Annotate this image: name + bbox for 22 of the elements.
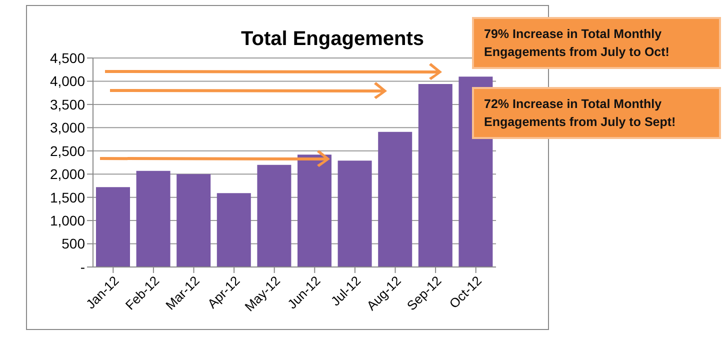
bar [338,160,372,267]
y-tick-label: 3,000 [50,120,86,136]
y-tick-label: 2,500 [50,142,86,159]
y-tick-label: 4,500 [50,50,86,66]
bar [216,193,251,267]
y-tick-label: 4,000 [50,73,86,90]
y-tick-label: 500 [62,236,86,252]
annotation: 79% Increase in Total Monthly Engagements from July to Oct! [484,26,670,61]
bar [96,187,130,267]
bar [176,174,211,267]
y-tick-label: 2,000 [50,166,86,182]
bar [257,164,292,267]
y-tick-label: 3,500 [50,96,86,112]
y-tick-label: - [80,258,86,275]
annotation: 72% Increase in Total Monthly Engagements from July to Sept! [484,96,677,131]
bar [298,154,332,267]
bar [136,170,170,267]
y-tick-label: 1,500 [50,189,86,206]
bar [418,84,452,267]
bar [378,132,412,267]
chart-title: Total Engagements [241,28,424,50]
y-tick-label: 1,000 [50,212,86,229]
